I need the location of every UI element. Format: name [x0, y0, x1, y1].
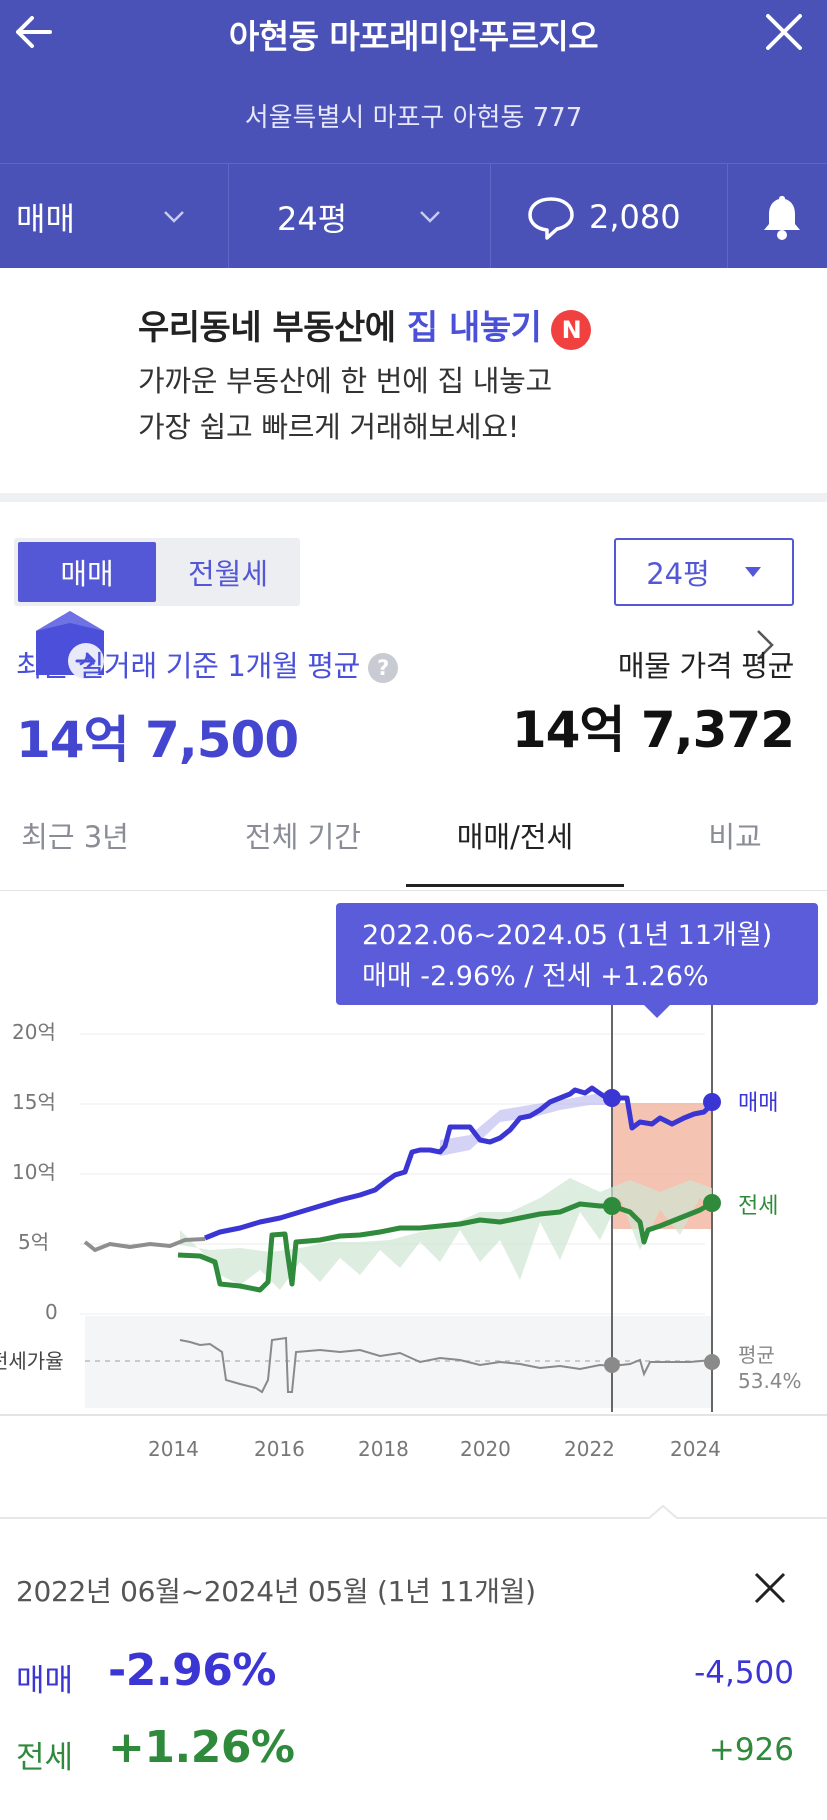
ratio-average-label: 평균 [738, 1343, 775, 1367]
comment-bubble-icon [528, 196, 574, 240]
banner-desc-line2: 가장 쉽고 빠르게 거래해보세요! [138, 410, 520, 444]
y-tick-label: 20억 [12, 1020, 56, 1044]
active-tab-indicator [406, 884, 624, 887]
sell-home-banner[interactable] [0, 268, 827, 679]
pointer-notch-icon [648, 1505, 678, 1519]
x-tick-label: 2020 [460, 1437, 511, 1461]
header: 아현동 마포래미안푸르지오 서울특별시 마포구 아현동 777 매매 24평 2… [0, 0, 827, 269]
y-tick-label: 15억 [12, 1090, 56, 1114]
banner-title-highlight: 집 내놓기 [406, 308, 542, 348]
chart-tabs: 최근 3년 전체 기간 매매/전세 비교 [0, 780, 827, 891]
new-badge: N [551, 309, 592, 350]
header-filter-row: 매매 24평 2,080 [0, 163, 827, 269]
price-chart[interactable]: 20억 15억 10억 5억 0 전세가율 매매 전세 평균 53.4% 201… [0, 890, 827, 1480]
size-dropdown[interactable]: 24평 [277, 164, 477, 269]
trade-toggle: 매매 전월세 [14, 538, 300, 606]
y-tick-label: 5억 [18, 1230, 49, 1254]
ratio-average-value: 53.4% [738, 1369, 802, 1393]
series-label-jeonse: 전세 [738, 1194, 778, 1219]
ratio-label: 전세가율 [0, 1349, 64, 1373]
x-tick-label: 2014 [148, 1437, 199, 1461]
tab-sale-jeonse[interactable]: 매매/전세 [456, 820, 574, 854]
sale-row-label: 매매 [16, 1663, 74, 1699]
size-select[interactable]: 24평 [614, 538, 794, 606]
banner-title-prefix: 우리동네 부동산에 [138, 308, 396, 348]
series-label-sale: 매매 [738, 1091, 778, 1116]
section-separator [0, 493, 827, 502]
tooltip-period: 2022.06~2024.05 (1년 11개월) [362, 920, 773, 951]
address: 서울특별시 마포구 아현동 777 [244, 103, 583, 133]
recent-avg-label: 최근 실거래 기준 1개월 평균? [16, 643, 399, 685]
ratio-line [179, 1336, 713, 1394]
sale-end-marker [703, 1093, 721, 1111]
divider [727, 164, 728, 269]
tab-recent-3y[interactable]: 최근 3년 [21, 820, 129, 854]
toggle-rent[interactable]: 전월세 [187, 557, 269, 591]
x-tick-label: 2022 [564, 1437, 615, 1461]
chevron-down-icon [420, 210, 441, 223]
jeonse-change-amount: +926 [708, 1732, 794, 1768]
selection-tooltip: 2022.06~2024.05 (1년 11개월) 매매 -2.96% / 전세… [336, 903, 818, 1005]
close-icon [754, 1572, 786, 1604]
jeonse-range-band [180, 1178, 712, 1290]
recent-avg-text: 최근 실거래 기준 1개월 평균 [16, 649, 361, 683]
jeonse-price-line [177, 1200, 714, 1293]
toggle-sale[interactable]: 매매 [18, 542, 156, 602]
close-button[interactable] [758, 8, 810, 56]
page-title: 아현동 마포래미안푸르지오 [228, 17, 599, 56]
jeonse-row-label: 전세 [16, 1740, 74, 1776]
x-tick-label: 2016 [254, 1437, 305, 1461]
caret-down-icon [744, 567, 761, 577]
sale-change-amount: -4,500 [694, 1655, 794, 1691]
section-divider [0, 1517, 827, 1519]
comments-button[interactable]: 2,080 [525, 164, 725, 269]
trade-type-label: 매매 [16, 199, 75, 238]
jeonse-end-marker [703, 1194, 721, 1212]
tab-compare[interactable]: 비교 [708, 820, 762, 854]
close-icon [766, 14, 802, 50]
selected-period: 2022년 06월~2024년 05월 (1년 11개월) [16, 1575, 536, 1608]
y-tick-label: 10억 [12, 1160, 56, 1184]
bell-icon [764, 195, 800, 240]
back-button[interactable] [10, 8, 62, 56]
comment-count: 2,080 [589, 197, 681, 236]
chevron-down-icon [164, 210, 184, 223]
tooltip-change: 매매 -2.96% / 전세 +1.26% [362, 961, 709, 992]
x-tick-label: 2024 [670, 1437, 721, 1461]
house-arrow-icon [36, 611, 104, 679]
recent-avg-price: 14억 7,500 [16, 711, 299, 769]
divider [490, 164, 491, 269]
ratio-start-marker [604, 1357, 620, 1373]
banner-desc-line1: 가까운 부동산에 한 번에 집 내놓고 [138, 364, 552, 398]
size-label: 24평 [277, 199, 348, 238]
size-select-label: 24평 [646, 557, 710, 591]
sale-range-band [440, 1090, 612, 1156]
notification-button[interactable] [758, 164, 814, 269]
trade-type-dropdown[interactable]: 매매 [16, 164, 196, 269]
y-tick-label: 0 [45, 1300, 58, 1324]
sale-start-marker [603, 1089, 621, 1107]
close-selection-button[interactable] [750, 1568, 790, 1608]
sale-price-line [204, 1085, 714, 1241]
chevron-right-icon [757, 630, 774, 660]
jeonse-change-percent: +1.26% [108, 1722, 295, 1773]
x-tick-label: 2018 [358, 1437, 409, 1461]
back-arrow-icon [16, 16, 52, 48]
tooltip-arrow [644, 1005, 670, 1018]
banner-title: 우리동네 부동산에 집 내놓기 N [138, 300, 592, 350]
ratio-end-marker [704, 1354, 720, 1370]
jeonse-start-marker [603, 1197, 621, 1215]
early-price-line [83, 1237, 206, 1253]
tab-full-period[interactable]: 전체 기간 [245, 820, 361, 854]
divider [228, 164, 229, 269]
listing-avg-price: 14억 7,372 [511, 701, 795, 759]
sale-change-percent: -2.96% [108, 1645, 276, 1696]
help-icon[interactable]: ? [368, 653, 399, 683]
banner-description: 가까운 부동산에 한 번에 집 내놓고 가장 쉽고 빠르게 거래해보세요! [138, 358, 552, 450]
listing-avg-label: 매물 가격 평균 [617, 649, 794, 683]
